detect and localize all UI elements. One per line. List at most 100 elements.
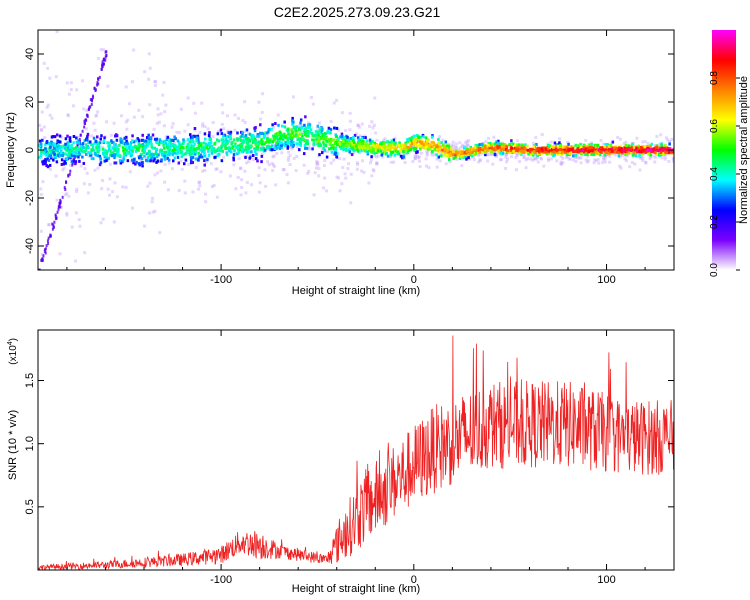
spectrogram-cell: [274, 122, 277, 126]
spectrogram-noise: [198, 131, 202, 135]
spectrogram-cell: [190, 148, 194, 152]
spectrogram-cell: [193, 147, 196, 151]
spectrogram-cell: [45, 164, 48, 168]
spectrogram-cell: [535, 147, 538, 151]
spectrogram-cell: [631, 153, 635, 157]
spectrogram-cell: [322, 146, 325, 150]
spectrogram-cell: [186, 138, 190, 142]
spectrogram-cell: [417, 138, 421, 142]
spectrogram-noise: [372, 123, 376, 127]
spectrogram-cell: [153, 137, 157, 141]
spectrogram-cell: [226, 140, 229, 144]
spectrogram-cell: [116, 153, 119, 157]
spectrogram-noise: [628, 165, 632, 169]
spectrogram-noise: [518, 160, 522, 164]
spectrogram-cell: [152, 159, 155, 163]
spectrogram-noise: [455, 157, 459, 161]
spectrogram-cell: [182, 141, 185, 145]
spectrogram-noise: [247, 132, 251, 136]
spectrogram-cell: [433, 147, 437, 151]
spectrogram-cell: [62, 144, 65, 148]
spectrogram-noise: [500, 150, 504, 154]
spectrogram-cell: [584, 152, 587, 156]
spectrogram-streak: [71, 163, 74, 167]
spectrogram-cell: [290, 128, 293, 132]
spectrogram-cell: [485, 149, 488, 153]
spectrogram-cell: [394, 149, 397, 153]
spectrogram-cell: [380, 146, 384, 150]
spectrogram-cell: [345, 141, 349, 145]
spectrogram-cell: [113, 142, 116, 146]
spectrogram-cell: [109, 153, 112, 157]
spectrogram-cell: [663, 147, 666, 151]
spectrogram-noise: [663, 155, 667, 159]
spectrogram-cell: [92, 148, 96, 152]
spectrogram-cell: [149, 159, 152, 163]
spectrogram-cell: [605, 145, 609, 149]
spectrogram-cell: [147, 133, 150, 137]
spectrogram-cell: [483, 149, 486, 153]
spectrogram-cell: [335, 143, 339, 147]
spectrogram-cell: [333, 126, 336, 130]
spectrogram-cell: [351, 143, 354, 147]
spectrogram-cell: [48, 163, 52, 167]
spectrogram-cell: [445, 151, 448, 155]
spectrogram-cell: [657, 152, 661, 156]
spectrogram-cell: [301, 134, 304, 138]
spectrogram-noise: [280, 151, 284, 155]
spectrogram-noise: [250, 153, 254, 157]
spectrogram-streak: [51, 227, 54, 231]
spectrogram-streak: [81, 129, 84, 133]
spectrogram-cell: [409, 147, 413, 151]
spectrogram-cell: [47, 141, 50, 145]
spectrogram-streak: [101, 65, 104, 69]
spectrogram-cell: [156, 159, 160, 163]
spectrogram-cell: [337, 137, 340, 141]
spectrogram-cell: [588, 146, 592, 150]
spectrogram-cell: [308, 130, 312, 134]
spectrogram-noise: [576, 152, 580, 156]
spectrogram-cell: [86, 132, 90, 136]
spectrogram-noise: [356, 123, 360, 127]
spectrogram-cell: [351, 147, 355, 151]
spectrogram-cell: [188, 140, 192, 144]
spectrogram-streak: [101, 60, 104, 64]
spectrogram-cell: [267, 128, 271, 132]
spectrogram-cell: [561, 145, 565, 149]
spectrogram-cell: [207, 153, 211, 157]
spectrogram-noise: [316, 163, 320, 167]
spectrogram-cell: [176, 155, 180, 159]
spectrogram-cell: [384, 145, 388, 149]
spectrogram-cell: [128, 143, 131, 147]
spectrogram-cell: [282, 143, 286, 147]
spectrogram-cell: [210, 149, 214, 153]
spectrogram-cell: [641, 148, 645, 152]
spectrogram-cell: [332, 144, 335, 148]
spectrogram-cell: [320, 151, 324, 155]
spectrogram-cell: [115, 149, 119, 153]
spectrogram-cell: [225, 151, 228, 155]
spectrogram-cell: [106, 149, 110, 153]
spectrogram-noise: [130, 80, 134, 84]
spectrogram-cell: [284, 140, 288, 144]
spectrogram-cell: [70, 147, 73, 151]
spectrogram-noise: [219, 170, 223, 174]
spectrogram-cell: [84, 153, 88, 157]
spectrogram-cell: [229, 130, 233, 134]
spectrogram-noise: [107, 193, 111, 197]
spectrogram-streak: [100, 67, 103, 71]
spectrogram-cell: [180, 143, 183, 147]
spectrogram-cell: [580, 147, 584, 151]
spectrogram-cell: [260, 131, 263, 135]
spectrogram-cell: [576, 144, 580, 148]
spectrogram-cell: [359, 138, 362, 142]
spectrogram-noise: [494, 154, 498, 158]
spectrogram-noise: [222, 127, 226, 131]
spectrogram-cell: [294, 129, 297, 133]
spectrogram-cell: [459, 155, 462, 159]
spectrogram-streak: [102, 62, 105, 66]
spectrogram-cell: [397, 152, 401, 156]
spectrogram-noise: [179, 107, 183, 111]
spectrogram-cell: [144, 158, 148, 162]
